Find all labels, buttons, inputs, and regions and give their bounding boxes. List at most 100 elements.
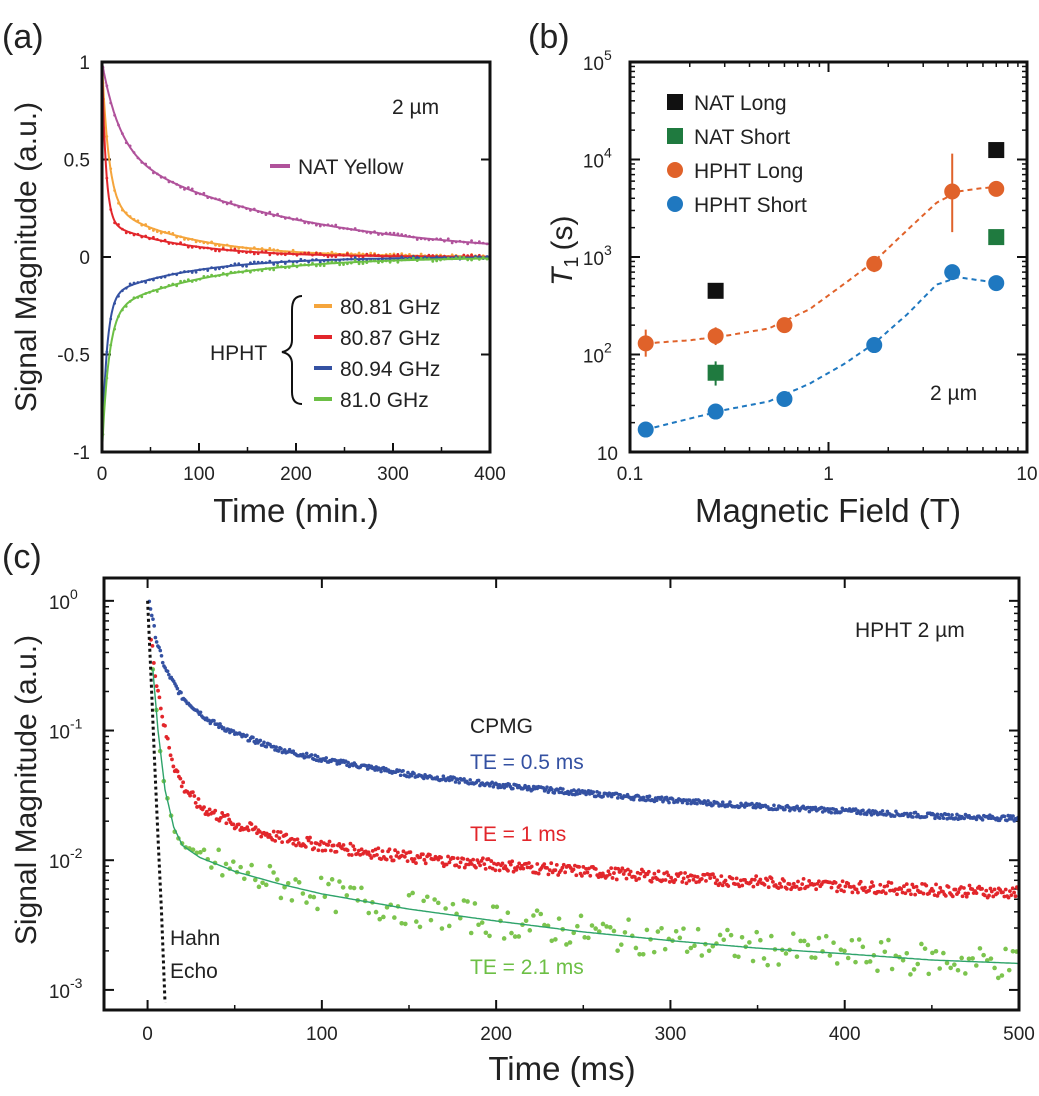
panel-b-legend-marker bbox=[667, 94, 683, 110]
panel-c-point bbox=[613, 866, 618, 871]
panel-c-point bbox=[742, 805, 747, 809]
panel-c-point bbox=[160, 660, 165, 665]
panel-c-point bbox=[329, 848, 333, 853]
panel-c-point bbox=[608, 925, 613, 930]
panel-c-point bbox=[179, 784, 184, 789]
panel-c-point bbox=[171, 764, 176, 769]
panel-c-point bbox=[1012, 890, 1017, 895]
panel-c-point bbox=[469, 862, 474, 866]
panel-c-point bbox=[476, 778, 481, 783]
panel-c-point bbox=[509, 930, 514, 936]
panel-c-point bbox=[915, 961, 921, 967]
panel-c-point bbox=[379, 857, 384, 862]
panel-c-point bbox=[597, 791, 602, 795]
panel-a-point bbox=[314, 251, 318, 255]
panel-c-point bbox=[837, 883, 842, 888]
panel-b-point bbox=[776, 390, 793, 407]
panel-c-point bbox=[736, 954, 741, 960]
panel-c-point bbox=[762, 882, 767, 887]
panel-c-point bbox=[779, 884, 784, 889]
panel-c-point bbox=[158, 706, 163, 711]
panel-c-point bbox=[417, 924, 423, 930]
panel-c-point bbox=[833, 880, 838, 885]
panel-c-point bbox=[995, 891, 1000, 896]
panel-c-point bbox=[399, 920, 404, 926]
panel-a-xtick-label: 100 bbox=[183, 464, 215, 485]
panel-c-point bbox=[670, 797, 675, 801]
panel-c-point bbox=[527, 928, 533, 933]
panel-c-point bbox=[402, 854, 407, 859]
panel-c-point bbox=[577, 865, 582, 869]
panel-c-point bbox=[457, 865, 462, 869]
panel-b-ytick-exponent: 3 bbox=[604, 242, 612, 258]
panel-c-point bbox=[308, 835, 312, 840]
panel-b-ytick-exponent: 4 bbox=[604, 145, 612, 161]
panel-c-point bbox=[681, 876, 686, 881]
panel-c-point bbox=[165, 736, 170, 741]
panel-c-point bbox=[432, 897, 437, 902]
panel-c-point bbox=[251, 735, 255, 740]
panel-a-frame bbox=[100, 60, 492, 454]
panel-c-point bbox=[871, 884, 876, 888]
panel-c-point bbox=[659, 795, 664, 799]
panel-c-point bbox=[609, 794, 614, 799]
panel-c-point bbox=[609, 866, 614, 871]
panel-c-point bbox=[977, 946, 983, 951]
panel-c-point bbox=[511, 869, 516, 874]
panel-c-point bbox=[575, 923, 580, 929]
panel-c-point bbox=[598, 871, 602, 876]
panel-c-point bbox=[1003, 946, 1008, 952]
panel-c-point bbox=[946, 812, 951, 817]
panel-c-point bbox=[835, 889, 839, 894]
panel-c-point bbox=[480, 856, 485, 861]
panel-c-point bbox=[902, 884, 906, 889]
panel-c-ytick-label: 10 bbox=[49, 723, 70, 744]
panel-a-point bbox=[342, 263, 345, 266]
panel-c-point bbox=[691, 877, 696, 882]
panel-b-point bbox=[944, 183, 961, 200]
panel-a-brace bbox=[281, 295, 303, 405]
panel-a-ytick-label: -1 bbox=[73, 443, 90, 464]
panel-c-point bbox=[955, 967, 961, 973]
panel-c-point bbox=[201, 847, 207, 853]
panel-c-point bbox=[464, 862, 469, 867]
panel-c-point bbox=[614, 877, 619, 882]
panel-c-point bbox=[505, 910, 511, 916]
panel-b-series-1 bbox=[707, 229, 1005, 386]
panel-c-point bbox=[440, 861, 445, 865]
panel-c-point bbox=[341, 843, 346, 847]
panel-c-point bbox=[605, 874, 609, 878]
panel-a-point bbox=[268, 253, 272, 257]
panel-b-fit-line bbox=[645, 276, 996, 431]
panel-c-point bbox=[924, 814, 929, 819]
panel-c-point bbox=[193, 800, 198, 805]
panel-c-point bbox=[510, 859, 515, 864]
panel-c-point bbox=[274, 877, 280, 882]
panel-c-point bbox=[944, 960, 950, 966]
panel-c-point bbox=[1001, 890, 1005, 895]
panel-c-point bbox=[999, 973, 1005, 978]
panel-c-point bbox=[782, 878, 786, 883]
panel-c-ytick-exponent: -2 bbox=[70, 845, 83, 861]
panel-b-series bbox=[637, 142, 1005, 438]
panel-c-point bbox=[260, 880, 265, 886]
panel-b-ytick-exponent: 5 bbox=[604, 47, 612, 63]
panel-c-point bbox=[423, 861, 428, 866]
panel-c-point bbox=[280, 840, 285, 845]
panel-c-point bbox=[754, 929, 759, 935]
panel-c-point bbox=[245, 825, 250, 829]
panel-c-point bbox=[329, 877, 335, 882]
panel-b-xlabel: Magnetic Field (T) bbox=[695, 492, 961, 529]
panel-c-point bbox=[158, 648, 163, 653]
panel-c-point bbox=[497, 868, 502, 873]
panel-c-point bbox=[909, 892, 913, 897]
panel-c-point bbox=[856, 937, 862, 942]
panel-c-point bbox=[301, 752, 305, 757]
panel-c-point bbox=[908, 972, 913, 977]
panel-c-point bbox=[300, 891, 306, 896]
panel-c-point bbox=[384, 857, 389, 862]
panel-c-point bbox=[585, 870, 590, 875]
panel-c-point bbox=[784, 886, 789, 891]
panel-c-point bbox=[881, 889, 885, 893]
panel-c-point bbox=[410, 890, 415, 896]
